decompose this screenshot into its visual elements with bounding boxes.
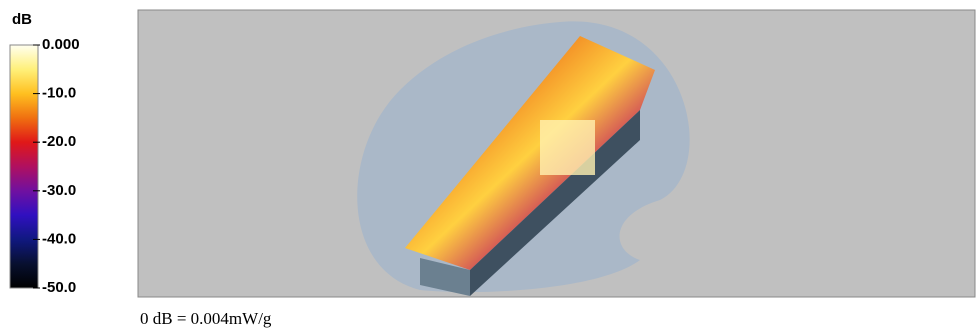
colorbar-label: -10.0 xyxy=(42,85,76,102)
colorbar xyxy=(10,45,38,288)
sar-view: dB 0.000 -10.0 -20.0 -30.0 -40.0 -50.0 0 dB =… xyxy=(0,0,979,329)
colorbar-unit: dB xyxy=(12,11,32,28)
caption: 0 dB = 0.004mW/g xyxy=(140,309,272,328)
colorbar-label: -20.0 xyxy=(42,133,76,150)
colorbar-label: 0.000 xyxy=(42,36,80,53)
zoom-scan xyxy=(540,120,595,175)
colorbar-label: -50.0 xyxy=(42,279,76,296)
page: dB 0.000 -10.0 -20.0 -30.0 -40.0 -50.0 0 dB =… xyxy=(0,0,979,329)
colorbar-label: -40.0 xyxy=(42,230,76,247)
colorbar-label: -30.0 xyxy=(42,182,76,199)
